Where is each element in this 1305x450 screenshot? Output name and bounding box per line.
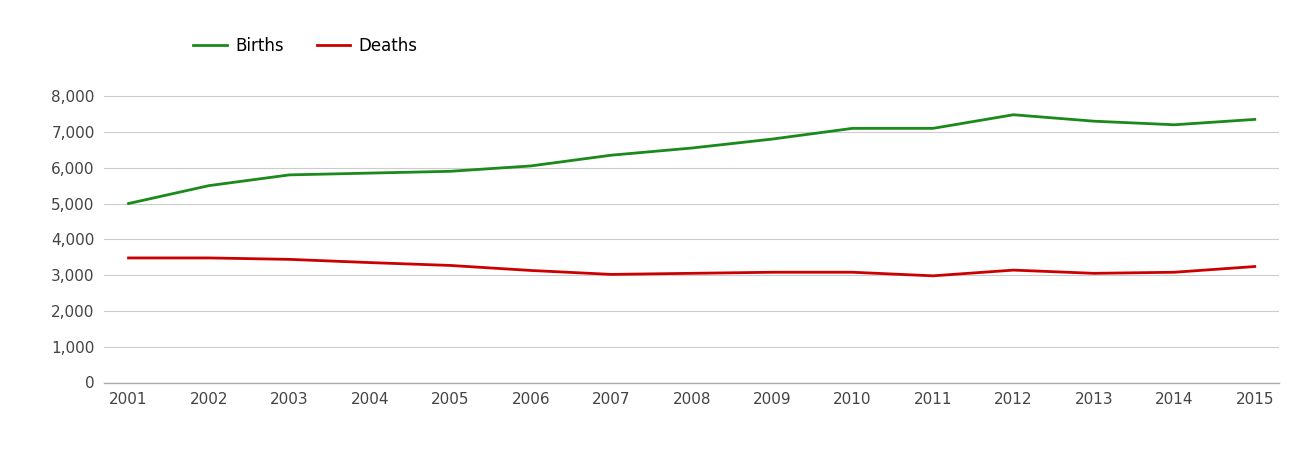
Deaths — [1006, 267, 1022, 273]
Births — [925, 126, 941, 131]
Deaths — [1086, 270, 1101, 276]
Deaths — [201, 255, 217, 261]
Deaths — [442, 263, 458, 268]
Births — [1086, 118, 1101, 124]
Births — [361, 171, 377, 176]
Deaths — [120, 255, 136, 261]
Births — [1006, 112, 1022, 117]
Deaths — [282, 256, 298, 262]
Births — [120, 201, 136, 206]
Deaths — [1248, 264, 1263, 269]
Legend: Births, Deaths: Births, Deaths — [187, 30, 424, 61]
Deaths — [844, 270, 860, 275]
Deaths — [1167, 270, 1182, 275]
Births — [523, 163, 539, 169]
Deaths — [684, 270, 699, 276]
Births — [442, 169, 458, 174]
Births — [282, 172, 298, 178]
Births — [844, 126, 860, 131]
Births — [1167, 122, 1182, 127]
Deaths — [361, 260, 377, 265]
Births — [1248, 117, 1263, 122]
Deaths — [925, 273, 941, 279]
Births — [201, 183, 217, 188]
Line: Deaths: Deaths — [128, 258, 1255, 276]
Deaths — [765, 270, 780, 275]
Line: Births: Births — [128, 115, 1255, 203]
Births — [603, 153, 619, 158]
Deaths — [603, 272, 619, 277]
Births — [684, 145, 699, 151]
Deaths — [523, 268, 539, 273]
Births — [765, 136, 780, 142]
